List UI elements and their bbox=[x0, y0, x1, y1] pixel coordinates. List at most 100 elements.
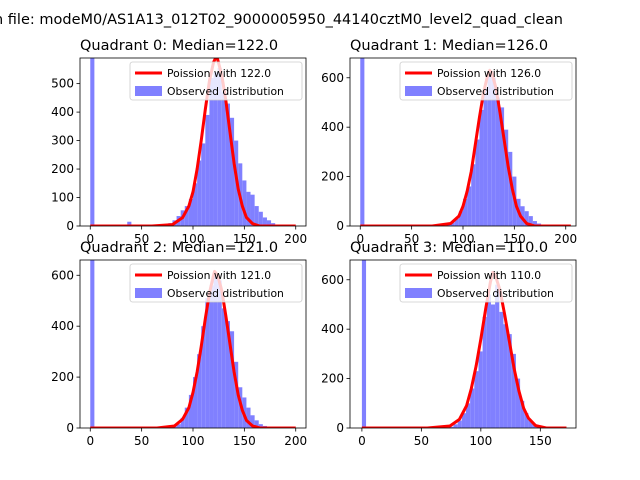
x-tick-label: 150 bbox=[503, 232, 526, 246]
histogram-bar bbox=[532, 221, 537, 226]
histogram-bar bbox=[504, 129, 509, 226]
histogram-bar bbox=[511, 353, 516, 428]
histogram-bar bbox=[508, 151, 513, 226]
histogram-bar bbox=[201, 326, 206, 428]
x-tick-label: 150 bbox=[233, 232, 256, 246]
x-tick-label: 200 bbox=[284, 434, 307, 448]
histogram-bar bbox=[250, 415, 255, 428]
histogram-bar bbox=[453, 424, 458, 428]
histogram-bar bbox=[180, 417, 185, 428]
histogram-bar bbox=[520, 400, 525, 428]
histogram-bar bbox=[221, 308, 226, 428]
histogram-bar bbox=[471, 164, 476, 226]
y-tick-label: 600 bbox=[321, 273, 344, 287]
legend-observed-label: Observed distribution bbox=[437, 287, 554, 300]
histogram-bar bbox=[446, 224, 451, 226]
histogram-bar bbox=[213, 275, 218, 428]
x-tick-label: 50 bbox=[134, 232, 149, 246]
x-tick-label: 200 bbox=[554, 232, 577, 246]
panel-quadrant-1: Quadrant 1: Median=126.0 0 50 100 150 200 0 200… bbox=[321, 38, 577, 246]
histogram-bar bbox=[528, 216, 533, 226]
y-tick-label: 100 bbox=[51, 191, 74, 205]
histogram-bar bbox=[127, 221, 132, 226]
x-tick-label: 150 bbox=[233, 434, 256, 448]
x-tick-label: 100 bbox=[182, 434, 205, 448]
y-tick-label: 0 bbox=[66, 219, 74, 233]
legend-box bbox=[129, 61, 303, 101]
y-tick-label: 600 bbox=[321, 71, 344, 85]
histogram-bar bbox=[197, 160, 202, 226]
histogram-bar bbox=[193, 377, 198, 428]
histogram-bar bbox=[201, 143, 206, 226]
x-tick-label: 50 bbox=[404, 232, 419, 246]
histogram-bar bbox=[234, 361, 239, 428]
legend-observed-label: Observed distribution bbox=[167, 85, 284, 98]
legend: Poission with 126.0 Observed distribution bbox=[399, 61, 573, 101]
histogram-bar bbox=[225, 103, 230, 226]
poisson-curve bbox=[90, 58, 296, 226]
legend-box bbox=[399, 263, 573, 303]
histogram-bar bbox=[490, 304, 496, 428]
histogram-bar bbox=[360, 58, 365, 226]
legend-observed-label: Observed distribution bbox=[167, 287, 284, 300]
y-tick-label: 400 bbox=[51, 319, 74, 333]
histogram-bar bbox=[463, 198, 468, 226]
y-tick-label: 600 bbox=[51, 268, 74, 282]
histogram-bar bbox=[487, 72, 492, 226]
histogram-bar bbox=[225, 321, 230, 428]
histogram-bar bbox=[266, 220, 272, 226]
legend-poisson-label: Poission with 126.0 bbox=[437, 67, 541, 80]
histogram-bar bbox=[524, 413, 529, 428]
legend-poisson-label: Poission with 121.0 bbox=[167, 269, 271, 282]
y-tick-label: 400 bbox=[51, 105, 74, 119]
histogram-bar bbox=[528, 420, 533, 428]
panel-quadrant-3: Quadrant 3: Median=110.0 0 50 100 150 0 200 400… bbox=[321, 240, 577, 448]
y-tick-label: 400 bbox=[321, 120, 344, 134]
figure-suptitle: n file: modeM0/AS1A13_012T02_9000005950_… bbox=[0, 12, 563, 28]
histogram-bar bbox=[229, 331, 235, 428]
histogram-bar bbox=[205, 298, 210, 428]
histogram-bar bbox=[213, 72, 218, 226]
histogram-bar bbox=[262, 217, 267, 226]
legend-poisson-label: Poission with 110.0 bbox=[437, 269, 541, 282]
histogram-bar bbox=[258, 424, 263, 428]
histogram-bar bbox=[467, 186, 472, 226]
histogram-bar bbox=[90, 58, 95, 226]
histogram-bar bbox=[495, 284, 500, 428]
histogram-bar bbox=[499, 107, 505, 226]
histogram-bar bbox=[254, 206, 259, 226]
x-tick-label: 0 bbox=[86, 434, 94, 448]
histogram-bar bbox=[184, 407, 189, 428]
histogram-bar bbox=[520, 206, 525, 226]
legend-box bbox=[129, 263, 303, 303]
y-tick-label: 200 bbox=[321, 170, 344, 184]
histogram-bar bbox=[197, 354, 202, 428]
histogram-bar bbox=[499, 311, 504, 428]
x-tick-label: 0 bbox=[358, 434, 366, 448]
panel-title: Quadrant 3: Median=110.0 bbox=[350, 240, 548, 256]
histogram-bar bbox=[478, 351, 483, 428]
panel-quadrant-0: Quadrant 0: Median=122.0 0 50 100 150 200 0 100… bbox=[51, 38, 307, 246]
legend: Poission with 121.0 Observed distribution bbox=[129, 263, 303, 303]
x-tick-label: 100 bbox=[452, 232, 475, 246]
histogram-bar bbox=[258, 211, 263, 226]
histogram-bar bbox=[470, 388, 475, 428]
histogram-bar bbox=[221, 92, 226, 226]
legend-observed-swatch bbox=[135, 288, 162, 298]
histogram-bar bbox=[193, 183, 198, 226]
legend-observed-swatch bbox=[405, 86, 432, 96]
y-tick-label: 0 bbox=[336, 219, 344, 233]
histogram-bar bbox=[483, 87, 488, 226]
x-tick-label: 150 bbox=[529, 434, 552, 448]
histogram-bar bbox=[515, 378, 521, 428]
y-tick-label: 200 bbox=[51, 370, 74, 384]
histogram-bar bbox=[188, 394, 193, 428]
histogram-bar bbox=[465, 403, 471, 428]
histogram-bar bbox=[246, 191, 251, 226]
histogram-bar bbox=[209, 285, 214, 428]
panel-quadrant-2: Quadrant 2: Median=121.0 0 50 100 150 200 0 200… bbox=[51, 240, 307, 448]
panel-title: Quadrant 0: Median=122.0 bbox=[80, 38, 278, 54]
x-tick-label: 0 bbox=[86, 232, 94, 246]
histogram-bar bbox=[250, 194, 255, 226]
histogram-bar bbox=[361, 260, 367, 428]
